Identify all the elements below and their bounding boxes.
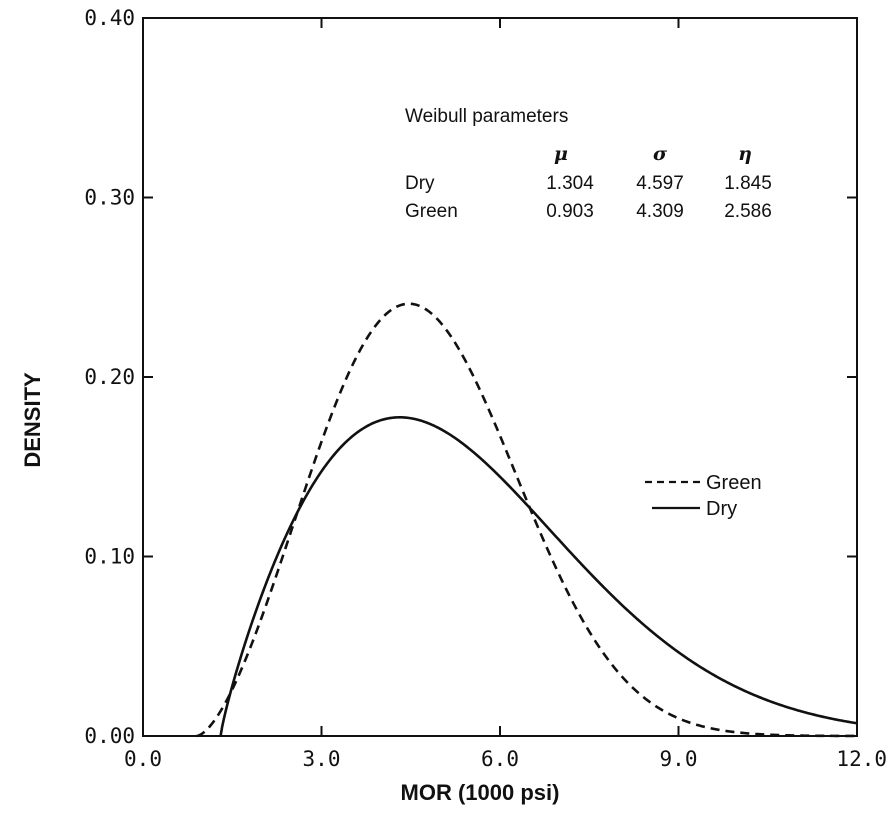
legend-dry-label: Dry <box>706 498 737 520</box>
row-green-label: Green <box>405 201 458 222</box>
y-axis-title: DENSITY <box>20 372 45 468</box>
header-mu: μ <box>554 143 568 165</box>
tick-labels: 0.0 3.0 6.0 9.0 12.0 0.00 0.10 0.20 0.30 0.40 <box>84 6 887 771</box>
y-tick-label: 0.30 <box>84 186 135 210</box>
weibull-parameters-annotation: Weibull parameters μ σ η Dry 1.304 4.597… <box>405 106 772 222</box>
row-green-eta: 2.586 <box>724 201 772 222</box>
y-tick-label: 0.10 <box>84 545 135 569</box>
row-dry-sigma: 4.597 <box>636 173 684 194</box>
header-sigma: σ <box>653 143 668 165</box>
legend-green-label: Green <box>706 472 762 494</box>
x-tick-label: 12.0 <box>836 747 887 771</box>
x-tick-label: 0.0 <box>124 747 162 771</box>
y-tick-label: 0.40 <box>84 6 135 30</box>
row-dry-eta: 1.845 <box>724 173 772 194</box>
row-dry-mu: 1.304 <box>546 173 594 194</box>
x-axis-title: MOR (1000 psi) <box>401 780 560 805</box>
x-tick-label: 6.0 <box>481 747 519 771</box>
legend: Green Dry <box>645 472 762 520</box>
series-line-dry <box>219 416 858 737</box>
y-tick-label: 0.00 <box>84 724 135 748</box>
row-dry-label: Dry <box>405 173 435 194</box>
series-line-green <box>196 302 857 738</box>
y-tick-label: 0.20 <box>84 365 135 389</box>
x-tick-label: 9.0 <box>660 747 698 771</box>
header-eta: η <box>738 143 752 165</box>
row-green-mu: 0.903 <box>546 201 594 222</box>
curves <box>196 302 858 738</box>
annotation-title: Weibull parameters <box>405 106 568 127</box>
x-tick-label: 3.0 <box>303 747 341 771</box>
row-green-sigma: 4.309 <box>636 201 684 222</box>
